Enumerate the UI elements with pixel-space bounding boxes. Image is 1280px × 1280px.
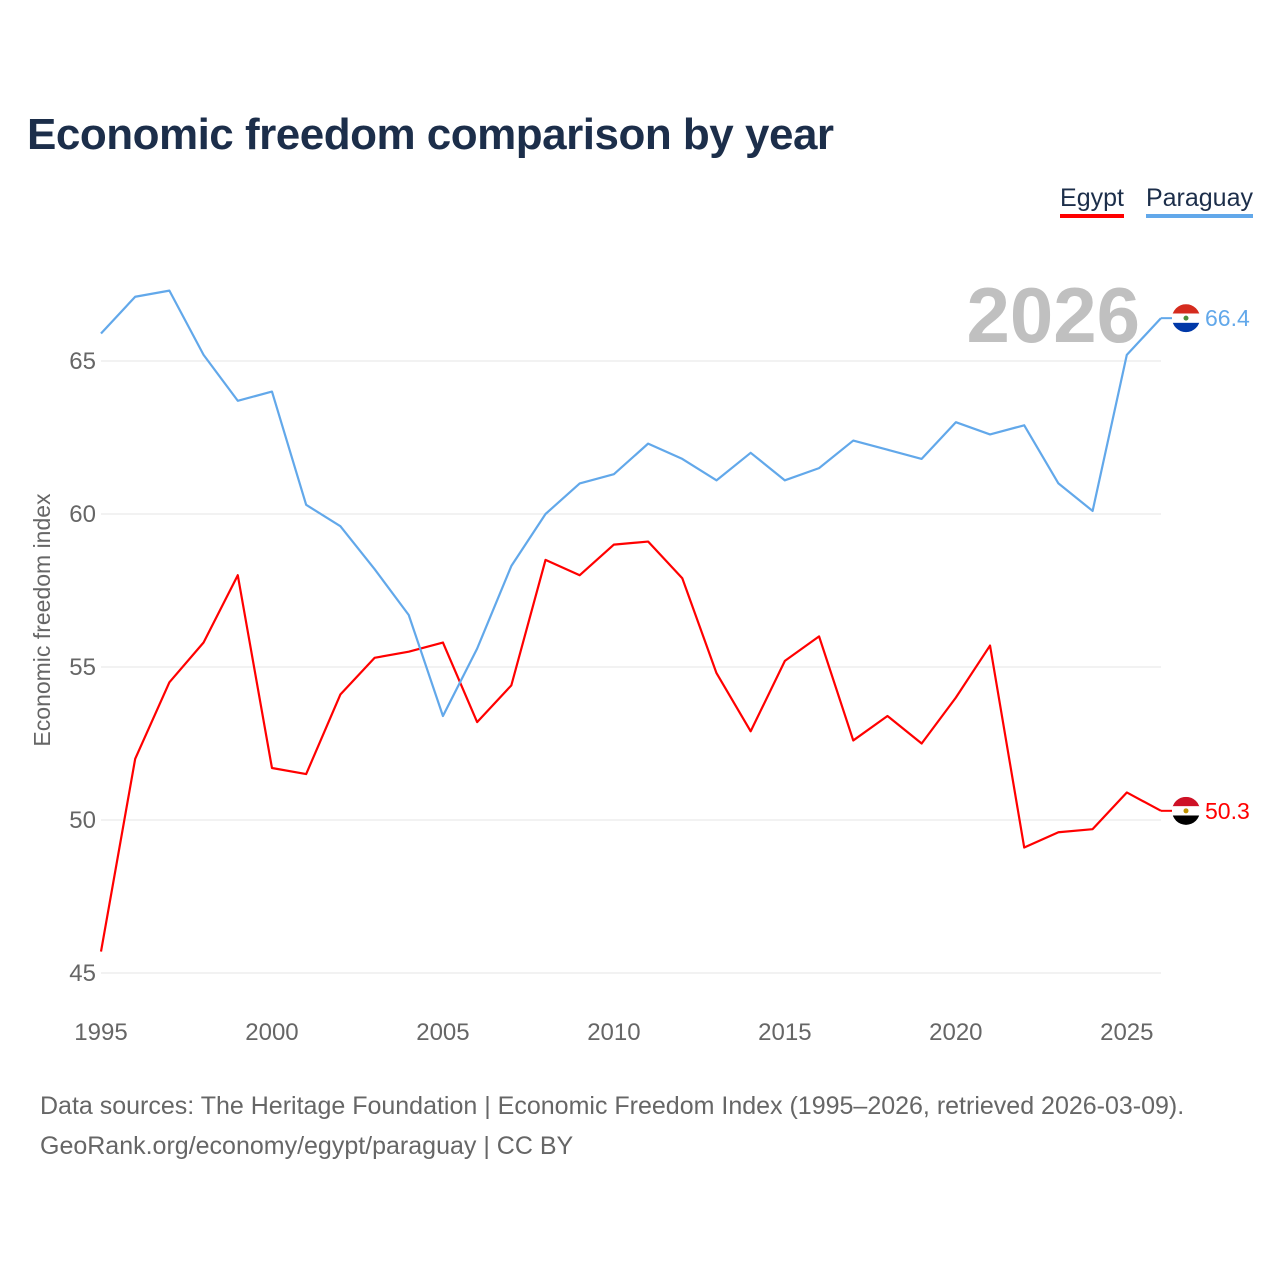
egypt-flag-icon (1172, 796, 1200, 825)
x-tick-label: 2005 (416, 1019, 469, 1046)
x-tick-label: 2025 (1100, 1019, 1153, 1046)
end-value-label-egypt: 50.3 (1205, 798, 1250, 824)
y-tick-label: 50 (69, 807, 96, 834)
y-tick-label: 65 (69, 348, 96, 375)
x-tick-label: 2010 (587, 1019, 640, 1046)
footer: Data sources: The Heritage Foundation | … (40, 1086, 1184, 1166)
x-tick-label: 2020 (929, 1019, 982, 1046)
paraguay-flag-icon (1172, 304, 1200, 333)
series-line-paraguay (100, 289, 1162, 718)
y-axis-label: Economic freedom index (29, 493, 55, 747)
source-link[interactable]: GeoRank.org/economy/egypt/paraguay | CC … (40, 1132, 574, 1160)
chart-title: Economic freedom comparison by year (27, 110, 834, 159)
y-tick-label: 45 (69, 960, 96, 987)
legend-item-paraguay[interactable]: Paraguay (1145, 184, 1253, 218)
legend: Egypt Paraguay (1060, 184, 1253, 218)
x-tick-label: 2015 (758, 1019, 811, 1046)
series-line-egypt (99, 540, 1162, 952)
x-tick-label: 1995 (74, 1019, 127, 1046)
y-tick-label: 60 (69, 501, 96, 528)
data-source-text: Data sources: The Heritage Foundation | … (40, 1092, 1185, 1120)
x-tick-label: 2000 (245, 1019, 298, 1046)
y-tick-label: 55 (69, 654, 96, 681)
end-value-label-paraguay: 66.4 (1205, 305, 1250, 331)
year-label: 2026 (966, 271, 1140, 359)
legend-item-egypt[interactable]: Egypt (1060, 184, 1124, 218)
